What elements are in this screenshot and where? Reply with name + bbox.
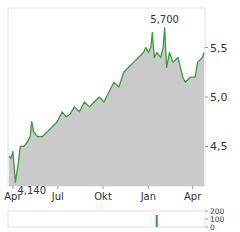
plot-area [9, 28, 204, 186]
x-tick-label: Okt [94, 191, 112, 202]
y-tick-label: 5,5 [210, 42, 228, 55]
x-tick [148, 186, 149, 189]
volume-area [156, 215, 158, 227]
y-tick-label: 5,0 [210, 91, 228, 104]
chart-root: 4,55,05,5AprJulOktJanApr5,7004,140010020… [0, 0, 240, 232]
volume-bar [156, 215, 158, 227]
x-tick-label: Jan [140, 191, 156, 202]
y-tick [205, 47, 208, 48]
volume-y-tick [205, 211, 208, 212]
x-tick [12, 186, 13, 189]
y-tick [205, 97, 208, 98]
x-tick [57, 186, 58, 189]
volume-y-tick [205, 227, 208, 228]
volume-frame [8, 211, 205, 227]
plot-frame [8, 8, 205, 186]
volume-y-tick [205, 219, 208, 220]
annotation: 5,700 [150, 14, 179, 25]
y-tick-label: 4,5 [210, 140, 228, 153]
y-tick [205, 146, 208, 147]
price-line [9, 28, 204, 182]
annotation: 4,140 [17, 185, 46, 196]
volume-y-tick-label: 100 [210, 215, 225, 224]
x-tick [103, 186, 104, 189]
volume-y-tick-label: 200 [210, 207, 225, 216]
x-tick-label: Jul [51, 191, 64, 202]
x-tick [192, 186, 193, 189]
price-area [9, 28, 204, 186]
x-tick-label: Apr [184, 191, 202, 202]
volume-y-tick-label: 0 [210, 223, 215, 232]
chart: 4,55,05,5AprJulOktJanApr5,7004,140010020… [0, 0, 240, 232]
